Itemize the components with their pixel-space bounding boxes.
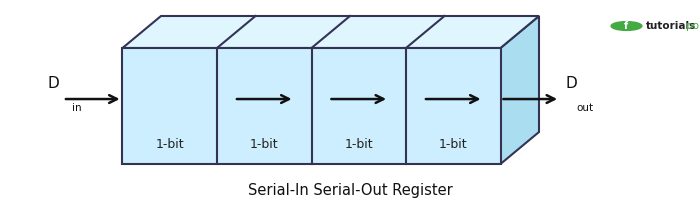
Text: point: point (686, 21, 700, 31)
Text: 1-bit: 1-bit (344, 138, 373, 150)
Text: 1-bit: 1-bit (250, 138, 279, 150)
Polygon shape (122, 16, 539, 48)
Text: tutorials: tutorials (645, 21, 696, 31)
Text: f: f (624, 21, 629, 31)
Text: in: in (72, 103, 82, 113)
FancyBboxPatch shape (122, 48, 500, 164)
Text: D: D (48, 76, 60, 91)
Text: out: out (576, 103, 593, 113)
Text: D: D (566, 76, 578, 91)
Text: Serial-In Serial-Out Register: Serial-In Serial-Out Register (248, 182, 452, 198)
Text: 1-bit: 1-bit (439, 138, 468, 150)
Text: 1-bit: 1-bit (155, 138, 184, 150)
Polygon shape (500, 16, 539, 164)
Circle shape (611, 22, 642, 30)
